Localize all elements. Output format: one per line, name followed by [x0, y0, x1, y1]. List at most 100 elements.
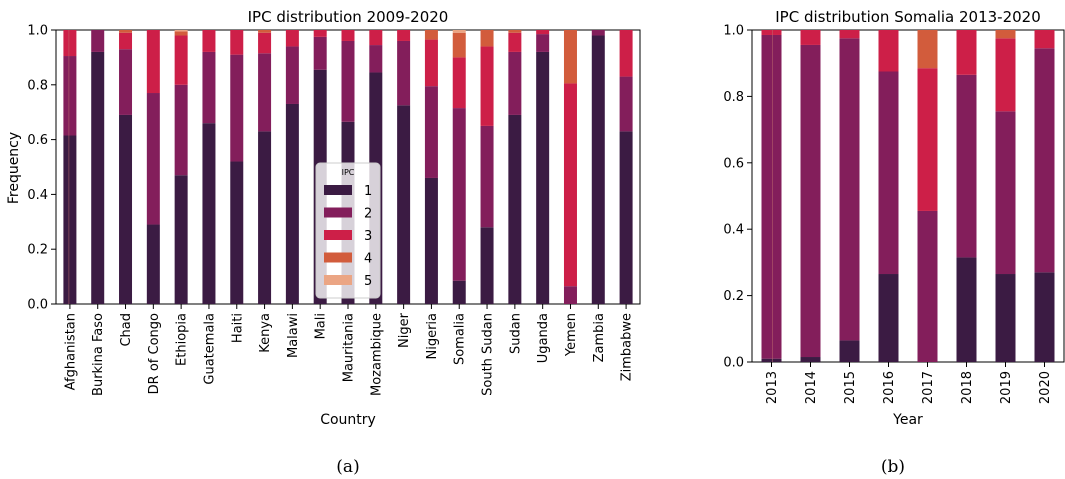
chart-a-bar-somalia-ipc3	[452, 57, 466, 109]
chart-a-bar-burkina-faso-ipc2	[91, 30, 105, 52]
chart-a-bar-haiti-ipc3	[230, 30, 244, 55]
chart-b-x-tick-label: 2015	[843, 371, 858, 404]
chart-a-bar-burkina-faso-ipc1	[91, 51, 105, 304]
chart-a-bar-zimbabwe-ipc3	[619, 30, 633, 77]
chart-a-bar-somalia-ipc1	[452, 280, 466, 304]
chart-a-bar-nigeria-ipc1	[424, 177, 438, 304]
chart-a-bar-niger-ipc1	[397, 105, 411, 304]
chart-a-bar-guatemala-ipc3	[202, 30, 216, 52]
chart-a-x-tick-label: Niger	[397, 312, 412, 348]
chart-b-x-tick-label: 2017	[921, 371, 936, 404]
chart-a-bar-kenya-ipc4	[258, 30, 272, 33]
chart-a-legend-label-ipc4: 4	[364, 252, 372, 267]
chart-b-bar-2016-ipc2	[878, 71, 899, 275]
chart-a-x-tick-label: Zimbabwe	[620, 313, 635, 381]
chart-b-bar-2014-ipc1	[800, 357, 821, 362]
chart-a-bar-nigeria-ipc4	[424, 30, 438, 40]
chart-a-bar-south-sudan-ipc1	[480, 227, 494, 304]
chart-a-bar-kenya-ipc3	[258, 32, 272, 54]
chart-a-x-tick-label: South Sudan	[481, 313, 496, 396]
chart-a-x-tick-label: Haiti	[230, 313, 245, 343]
chart-b-bar-2017-ipc2	[917, 210, 938, 362]
chart-b-bar-2020-ipc1	[1034, 272, 1055, 362]
chart-a-bar-uganda-ipc1	[536, 51, 550, 304]
chart-a-legend-swatch-ipc2	[324, 207, 352, 218]
chart-a-bar-kenya-ipc1	[258, 131, 272, 304]
chart-b-bar-2013-ipc1	[761, 358, 782, 362]
chart-b-bar-2016-ipc1	[878, 274, 899, 362]
chart-b-x-tick-label: 2020	[1038, 371, 1053, 404]
chart-a-bar-mozambique-ipc3	[369, 30, 383, 46]
chart-a-bar-mali-ipc2	[313, 36, 327, 70]
chart-a-bar-yemen-ipc4	[563, 30, 577, 84]
chart-a-bar-zambia-ipc2	[591, 30, 605, 36]
chart-a-legend-swatch-ipc1	[324, 185, 352, 195]
chart-a-x-tick-label: Yemen	[564, 313, 579, 357]
chart-a-bar-somalia-ipc5	[452, 30, 466, 33]
chart-b-bar-2020-ipc2	[1034, 48, 1055, 273]
chart-b-title: IPC distribution Somalia 2013-2020	[775, 8, 1041, 26]
chart-a-y-tick-label: 1.0	[27, 24, 48, 39]
chart-a-legend: IPC 1 2 3 4 5	[315, 162, 381, 299]
chart-b-bar-2019-ipc3	[995, 38, 1016, 112]
chart-a-x-tick-label: Uganda	[536, 313, 551, 363]
chart-a-bar-yemen-ipc3	[563, 83, 577, 287]
chart-a-x-tick-label: Nigeria	[425, 313, 440, 360]
chart-a-x-tick-label: Kenya	[258, 313, 273, 353]
chart-b-y-tick-label: 0.8	[723, 90, 744, 105]
chart-a-x-axis-label: Country	[320, 412, 376, 428]
chart-a-bar-haiti-ipc1	[230, 161, 244, 304]
chart-a-bar-dr-of-congo-ipc2	[146, 93, 160, 225]
chart-a-bar-guatemala-ipc2	[202, 51, 216, 124]
chart-b-bar-2015-ipc2	[839, 38, 860, 341]
chart-a-bar-mozambique-ipc2	[369, 45, 383, 73]
chart-a-bar-south-sudan-ipc3	[480, 46, 494, 126]
chart-a-y-tick-label: 0.0	[27, 298, 48, 313]
chart-a-bar-guatemala-ipc1	[202, 123, 216, 304]
chart-b: 0.0 0.2 0.4 0.6 0.8 1.0 2013 2014 2015 2016 2017 20…	[723, 24, 1065, 404]
chart-a-bar-afghanistan-ipc1	[63, 135, 77, 304]
chart-b-bar-2019-ipc4	[995, 30, 1016, 39]
chart-b-bar-2013-ipc3	[761, 30, 782, 35]
chart-a-bar-ethiopia-ipc4	[174, 31, 188, 36]
chart-a-bar-afghanistan-ipc2	[63, 56, 77, 136]
chart-a-bar-ethiopia-ipc2	[174, 84, 188, 176]
chart-a-bar-uganda-ipc3	[536, 30, 550, 35]
chart-a-y-tick-label: 0.2	[27, 243, 48, 258]
chart-a-x-tick-label: Malawi	[286, 313, 301, 358]
chart-b-y-tick-label: 0.4	[723, 223, 744, 238]
chart-a-bar-sudan-ipc4	[508, 30, 522, 33]
chart-a-bar-malawi-ipc3	[285, 30, 299, 47]
chart-a-x-tick-label: Burkina Faso	[91, 313, 106, 396]
chart-a-bar-mauritania-ipc2	[341, 40, 355, 122]
chart-b-caption: (b)	[881, 457, 905, 477]
chart-a-x-tick-label: Ethiopia	[175, 313, 190, 366]
chart-a-bar-mali-ipc3	[313, 30, 327, 37]
chart-a-legend-swatch-ipc5	[324, 275, 352, 285]
chart-a-x-tick-label: DR of Congo	[147, 313, 162, 394]
chart-a-bar-ethiopia-ipc3	[174, 35, 188, 85]
chart-a-bar-dr-of-congo-ipc1	[146, 224, 160, 304]
chart-a-bar-malawi-ipc1	[285, 103, 299, 304]
chart-a-bar-niger-ipc2	[397, 40, 411, 106]
chart-a-title: IPC distribution 2009-2020	[248, 8, 449, 26]
chart-a-y-tick-label: 0.6	[27, 133, 48, 148]
chart-b-bar-2013-ipc2	[761, 34, 782, 359]
chart-a-legend-title: IPC	[342, 168, 355, 177]
chart-b-bar-2020-ipc3	[1034, 30, 1055, 49]
chart-a-legend-label-ipc5: 5	[364, 274, 372, 289]
chart-a-x-tick-label: Sudan	[508, 313, 523, 354]
chart-a-bar-ethiopia-ipc1	[174, 175, 188, 304]
chart-a-bar-malawi-ipc2	[285, 46, 299, 104]
chart-a-x-tick-label: Mali	[314, 313, 329, 339]
chart-a-x-tick-label: Afghanistan	[63, 313, 78, 390]
chart-a-x-tick-label: Guatemala	[202, 313, 217, 385]
chart-a-bar-somalia-ipc4	[452, 32, 466, 58]
chart-a-bar-zimbabwe-ipc2	[619, 76, 633, 132]
chart-a-x-tick-label: Mozambique	[369, 313, 384, 396]
chart-a-y-axis-label: Frequency	[6, 132, 22, 204]
chart-b-bar-2015-ipc3	[839, 30, 860, 39]
chart-a-bar-uganda-ipc2	[536, 34, 550, 52]
chart-b-x-tick-label: 2019	[999, 371, 1014, 404]
chart-a-y-tick-label: 0.8	[27, 78, 48, 93]
